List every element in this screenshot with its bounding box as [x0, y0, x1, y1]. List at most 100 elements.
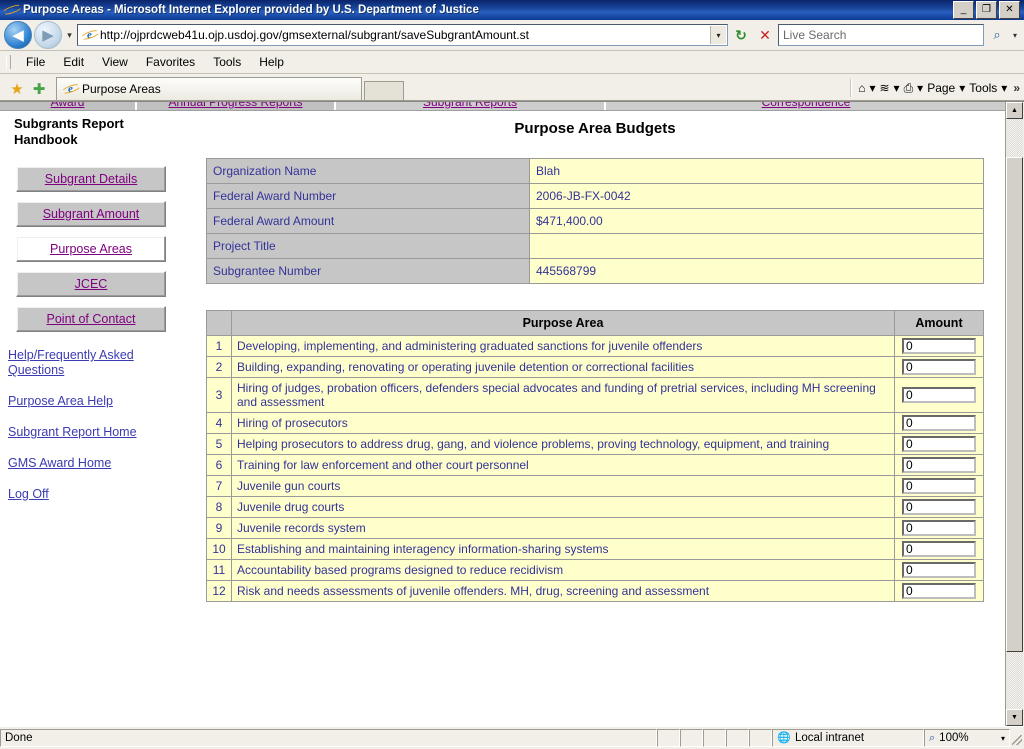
security-zone[interactable]: 🌐 Local intranet [772, 729, 924, 747]
amount-input[interactable] [902, 415, 976, 431]
feeds-caret-icon[interactable]: ▾ [893, 81, 900, 95]
table-row: 4 Hiring of prosecutors [206, 412, 984, 434]
close-button[interactable]: ✕ [999, 1, 1020, 19]
add-to-favorites-icon[interactable]: ✚ [32, 81, 46, 98]
sidebar-button-subgrant-amount-label[interactable]: Subgrant Amount [42, 207, 140, 221]
browser-tab-purpose-areas[interactable]: e Purpose Areas [56, 77, 362, 100]
site-nav-tab-award[interactable]: Award [0, 102, 137, 110]
stop-icon[interactable]: ✕ [759, 26, 771, 43]
scroll-down-arrow-icon[interactable]: ▼ [1006, 709, 1023, 726]
page-scrollbar[interactable]: ▲ ▼ [1005, 102, 1024, 726]
amount-input[interactable] [902, 457, 976, 473]
print-icon[interactable]: ⎙ [903, 80, 914, 95]
site-nav-tab-annual-progress-reports-label[interactable]: Annual Progress Reports [168, 102, 303, 109]
sidebar-button-point-of-contact-label[interactable]: Point of Contact [46, 312, 136, 326]
site-nav-tab-award-label[interactable]: Award [50, 102, 85, 109]
amount-input[interactable] [902, 541, 976, 557]
url-bar[interactable]: e http://ojprdcweb41u.ojp.usdoj.gov/gmse… [77, 24, 728, 46]
sidebar-link-purpose-area-help[interactable]: Purpose Area Help [8, 394, 113, 408]
row-number: 2 [206, 356, 232, 378]
site-nav-tab-correspondence[interactable]: Correspondence [606, 102, 1005, 110]
home-icon[interactable]: ⌂ [858, 81, 866, 95]
amount-input[interactable] [902, 583, 976, 599]
row-number: 1 [206, 335, 232, 357]
print-caret-icon[interactable]: ▾ [917, 81, 924, 95]
column-header-number [206, 310, 232, 336]
sidebar-button-subgrant-details[interactable]: Subgrant Details [16, 166, 166, 192]
amount-input[interactable] [902, 499, 976, 515]
menu-file[interactable]: File [26, 55, 46, 69]
page-menu-button[interactable]: Page [927, 81, 956, 95]
forward-button[interactable]: ▶ [34, 21, 62, 49]
sidebar-button-point-of-contact[interactable]: Point of Contact [16, 306, 166, 332]
search-input[interactable]: Live Search [778, 24, 984, 46]
amount-input[interactable] [902, 338, 976, 354]
minimize-button[interactable]: _ [953, 1, 974, 19]
sidebar-button-jcec-label[interactable]: JCEC [74, 277, 108, 291]
amount-input[interactable] [902, 478, 976, 494]
site-nav-tab-annual-progress-reports[interactable]: Annual Progress Reports [137, 102, 336, 110]
scrollbar-thumb[interactable] [1006, 157, 1023, 652]
restore-button[interactable]: ❐ [976, 1, 997, 19]
row-purpose-area: Juvenile records system [231, 517, 895, 539]
status-slot-5 [749, 729, 772, 747]
history-dropdown-icon[interactable]: ▾ [67, 29, 72, 40]
sidebar-button-jcec[interactable]: JCEC [16, 271, 166, 297]
resize-grip[interactable] [1010, 729, 1024, 747]
amount-input[interactable] [902, 436, 976, 452]
sidebar-link-subgrant-report-home[interactable]: Subgrant Report Home [8, 425, 137, 439]
back-button[interactable]: ◀ [4, 21, 32, 49]
search-provider-caret-icon[interactable]: ▾ [1012, 30, 1017, 40]
search-icon[interactable]: ⌕ [993, 27, 1001, 42]
row-amount-cell [894, 433, 984, 455]
favorites-center-icon[interactable]: ★ [10, 81, 24, 98]
menu-grip [6, 55, 11, 69]
page-favicon-icon: e [82, 28, 97, 43]
row-amount-cell [894, 335, 984, 357]
menu-help[interactable]: Help [259, 55, 284, 69]
refresh-icon[interactable]: ↻ [735, 26, 747, 43]
page-caret-icon[interactable]: ▾ [959, 81, 966, 95]
menu-view[interactable]: View [102, 55, 128, 69]
home-caret-icon[interactable]: ▾ [869, 81, 876, 95]
sidebar-heading: Subgrants Report Handbook [14, 116, 124, 147]
scroll-up-arrow-icon[interactable]: ▲ [1006, 102, 1023, 119]
sidebar-button-purpose-areas[interactable]: Purpose Areas [16, 236, 166, 262]
table-row: 7 Juvenile gun courts [206, 475, 984, 497]
row-amount-cell [894, 496, 984, 518]
amount-input[interactable] [902, 387, 976, 403]
new-tab-button[interactable] [364, 81, 404, 100]
site-nav-tab-subgrant-reports-label[interactable]: Subgrant Reports [422, 102, 518, 109]
menu-favorites[interactable]: Favorites [145, 55, 196, 69]
table-row: Federal Award Number 2006-JB-FX-0042 [206, 183, 984, 209]
amount-input[interactable] [902, 520, 976, 536]
feeds-icon[interactable]: ≋ [879, 81, 890, 95]
sidebar-link-log-off[interactable]: Log Off [8, 487, 49, 501]
sidebar-link-help-faq[interactable]: Help/Frequently Asked Questions [8, 348, 134, 377]
amount-input[interactable] [902, 359, 976, 375]
toolbar-overflow-icon[interactable]: » [1013, 81, 1020, 95]
url-text[interactable]: http://ojprdcweb41u.ojp.usdoj.gov/gmsext… [100, 28, 529, 42]
sidebar-button-purpose-areas-label[interactable]: Purpose Areas [50, 242, 132, 256]
table-row: 9 Juvenile records system [206, 517, 984, 539]
url-dropdown-icon[interactable]: ▾ [710, 26, 726, 44]
menu-edit[interactable]: Edit [63, 55, 85, 69]
sidebar-link-gms-award-home[interactable]: GMS Award Home [8, 456, 112, 470]
sidebar-button-subgrant-amount[interactable]: Subgrant Amount [16, 201, 166, 227]
menu-tools[interactable]: Tools [213, 55, 242, 69]
site-nav-tab-subgrant-reports[interactable]: Subgrant Reports [336, 102, 606, 110]
tools-caret-icon[interactable]: ▾ [1001, 81, 1008, 95]
amount-input[interactable] [902, 562, 976, 578]
row-amount-cell [894, 475, 984, 497]
command-bar: ⌂ ▾ ≋ ▾ ⎙ ▾ Page ▾ Tools ▾ » [846, 76, 1024, 100]
table-row: Federal Award Amount $471,400.00 [206, 208, 984, 234]
zoom-caret-icon[interactable]: ▾ [1000, 733, 1005, 743]
table-row: 6 Training for law enforcement and other… [206, 454, 984, 476]
toolbar-separator [850, 79, 853, 97]
row-number: 5 [206, 433, 232, 455]
site-nav-tab-correspondence-label[interactable]: Correspondence [761, 102, 851, 109]
row-amount-cell [894, 454, 984, 476]
tools-menu-button[interactable]: Tools [969, 81, 998, 95]
sidebar-button-subgrant-details-label[interactable]: Subgrant Details [44, 172, 138, 186]
zoom-control[interactable]: ⌕ 100% ▾ [924, 729, 1010, 747]
